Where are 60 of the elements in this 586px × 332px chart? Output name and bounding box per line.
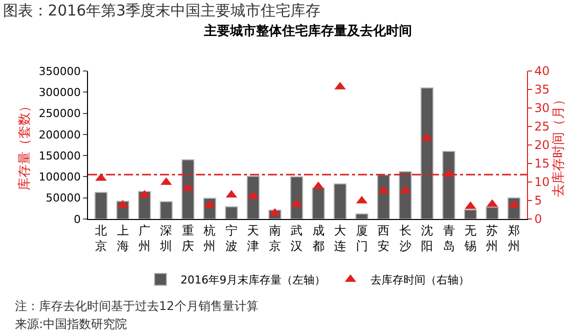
y-tick-label: 350000: [38, 64, 81, 78]
x-tick-label: 长沙: [399, 223, 412, 253]
y-axis-title: 库存量（套数）: [18, 100, 33, 190]
bar: [464, 209, 477, 219]
y2-tick-label: 20: [534, 138, 550, 152]
y2-tick-label: 30: [534, 101, 550, 116]
y2-axis-title: 去库存时间（月）: [551, 93, 566, 197]
x-tick-label: 杭州: [202, 223, 216, 253]
text: 注：库存去化时间基于过去12个月销售量计算: [15, 299, 258, 313]
bar: [160, 201, 173, 219]
x-tick-label: 天津: [247, 223, 260, 253]
x-tick-label: 大连: [334, 223, 346, 253]
x-tick-label: 无锡: [464, 223, 476, 253]
bar: [290, 176, 304, 219]
bar: [486, 206, 499, 219]
bar: [94, 192, 108, 219]
x-tick-label: 成都: [312, 223, 324, 253]
x-tick-label: 南京: [268, 223, 281, 253]
y2-tick-label: 5: [534, 194, 542, 208]
x-tick-label: 上海: [116, 223, 129, 253]
y-tick-label: 300000: [38, 86, 81, 99]
y-tick-label: 50000: [46, 192, 81, 205]
x-tick-label: 广州: [138, 223, 150, 253]
y-tick-label: 200000: [38, 128, 81, 142]
x-tick-label: 宁波: [225, 223, 238, 253]
x-tick-label: 沈阳: [421, 223, 434, 253]
y-tick-label: 250000: [38, 107, 81, 120]
bar: [355, 213, 368, 219]
y2-tick-label: 25: [534, 120, 550, 134]
bar: [181, 159, 194, 219]
y2-tick-label: 15: [534, 156, 550, 171]
bar: [224, 206, 238, 219]
x-tick-label: 厦门: [356, 223, 368, 253]
chart-title: 图表：2016年第3季度末中国主要城市住宅库存: [2, 1, 321, 20]
y-tick-label: 0: [74, 212, 81, 226]
legend-label: 去库存时间（右轴）: [370, 274, 470, 287]
bar: [312, 188, 325, 219]
legend-label: 2016年9月末库存量（左轴）: [180, 274, 326, 287]
chart-subtitle: 主要城市整体住宅库存量及去化时间: [203, 23, 412, 39]
y-tick-label: 100000: [38, 170, 81, 184]
bar: [398, 171, 412, 219]
x-tick-label: 西安: [378, 223, 390, 253]
x-tick-label: 深圳: [159, 223, 172, 253]
x-tick-label: 苏州: [486, 223, 498, 253]
x-tick-label: 武汉: [290, 223, 303, 253]
y2-tick-label: 10: [534, 175, 550, 190]
y2-tick-label: 40: [534, 64, 550, 78]
bar: [420, 87, 434, 219]
y-tick-label: 150000: [38, 149, 81, 162]
bar: [246, 176, 260, 219]
source-note: 来源:中国指数研究院: [15, 317, 128, 331]
x-tick-label: 北京: [95, 223, 108, 253]
y2-tick-label: 0: [534, 212, 542, 226]
bar: [442, 150, 456, 219]
y2-tick-label: 35: [534, 82, 550, 97]
bar: [334, 183, 347, 219]
x-tick-label: 郑州: [508, 223, 520, 253]
x-tick-label: 青岛: [442, 223, 455, 253]
x-tick-label: 重庆: [182, 223, 194, 253]
bar: [377, 174, 390, 219]
